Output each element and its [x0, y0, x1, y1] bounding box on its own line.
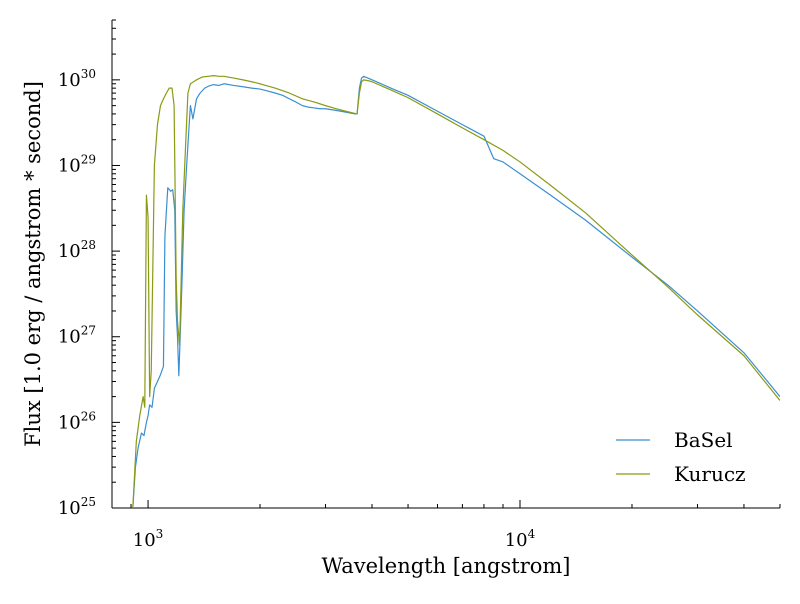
plot-area: 103 104 1025 1026 1027 1028 1029 1030 — [58, 19, 781, 551]
y-tick-label: 1025 — [58, 495, 96, 519]
y-tick-exponent: 28 — [81, 238, 96, 252]
y-tick-label: 1027 — [58, 324, 96, 348]
x-axis-ticks: 103 104 — [111, 500, 781, 551]
y-tick-exponent: 29 — [81, 152, 96, 166]
legend-label-kurucz: Kurucz — [674, 462, 746, 486]
x-tick-exponent: 4 — [528, 527, 536, 541]
series-line-basel — [132, 75, 780, 508]
y-tick-exponent: 26 — [81, 409, 96, 423]
y-tick-exponent: 25 — [81, 495, 96, 509]
x-tick-label: 104 — [505, 527, 536, 551]
y-tick-label: 1029 — [58, 152, 96, 176]
x-tick-label: 103 — [133, 527, 164, 551]
y-tick-exponent: 30 — [81, 67, 96, 81]
legend-label-basel: BaSel — [674, 428, 733, 452]
series-layer — [132, 75, 780, 508]
y-tick-label: 1028 — [58, 238, 96, 262]
y-tick-label: 1030 — [58, 67, 96, 91]
x-axis-label: Wavelength [angstrom] — [321, 554, 570, 578]
y-tick-label: 1026 — [58, 409, 96, 433]
legend: BaSel Kurucz — [616, 428, 746, 486]
series-line-kurucz — [132, 75, 780, 508]
y-tick-exponent: 27 — [81, 324, 96, 338]
y-axis-ticks: 1025 1026 1027 1028 1029 1030 — [58, 19, 120, 519]
y-axis-label: Flux [1.0 erg / angstrom * second] — [21, 81, 45, 447]
x-tick-exponent: 3 — [156, 527, 164, 541]
